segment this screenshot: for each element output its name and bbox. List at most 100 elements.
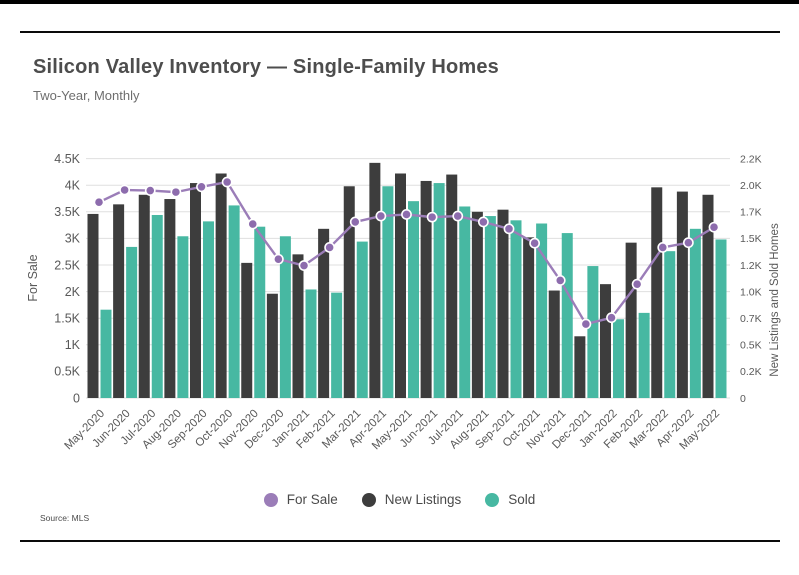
line-marker bbox=[349, 216, 361, 228]
bar bbox=[433, 183, 445, 398]
line-marker bbox=[657, 242, 669, 253]
top-black-bar bbox=[0, 0, 799, 4]
legend-label: New Listings bbox=[384, 492, 462, 507]
bar bbox=[356, 241, 368, 398]
line-marker bbox=[324, 242, 336, 253]
bar bbox=[395, 173, 406, 398]
svg-text:0: 0 bbox=[73, 391, 80, 405]
svg-text:2K: 2K bbox=[65, 285, 81, 299]
line-marker bbox=[682, 237, 694, 249]
bar bbox=[548, 290, 560, 398]
bar bbox=[574, 336, 586, 398]
bar bbox=[100, 309, 112, 398]
svg-text:1K: 1K bbox=[65, 338, 81, 352]
bar bbox=[266, 293, 278, 398]
bar bbox=[203, 221, 214, 398]
bar bbox=[331, 292, 343, 398]
line-marker bbox=[196, 181, 207, 193]
bar bbox=[446, 174, 458, 398]
bar bbox=[625, 242, 637, 398]
svg-text:0.5K: 0.5K bbox=[54, 365, 80, 379]
bars-sold bbox=[100, 183, 727, 398]
svg-text:2.5K: 2.5K bbox=[54, 258, 80, 272]
bar bbox=[87, 213, 99, 398]
line-marker bbox=[401, 209, 412, 220]
chart-legend: For Sale New Listings Sold bbox=[0, 492, 799, 507]
legend-item-sold: Sold bbox=[485, 492, 535, 507]
left-axis-tick-labels: 0 0.5K 1K 1.5K 2K 2.5K 3K 3.5K 4K 4.5K bbox=[54, 152, 80, 405]
svg-text:1.2K: 1.2K bbox=[740, 260, 762, 272]
svg-text:3K: 3K bbox=[65, 232, 81, 246]
bar bbox=[190, 183, 201, 398]
bar bbox=[215, 173, 227, 398]
chart-subtitle: Two-Year, Monthly bbox=[33, 88, 140, 103]
svg-text:0.2K: 0.2K bbox=[740, 366, 762, 378]
line-marker bbox=[298, 260, 310, 271]
svg-text:1.7K: 1.7K bbox=[740, 207, 762, 219]
svg-text:4K: 4K bbox=[65, 179, 81, 193]
line-marker bbox=[477, 216, 489, 228]
svg-text:1.5K: 1.5K bbox=[54, 312, 80, 326]
line-marker bbox=[375, 210, 387, 222]
bar bbox=[651, 187, 663, 398]
line-marker bbox=[119, 184, 131, 196]
legend-item-for-sale: For Sale bbox=[263, 492, 338, 507]
bar bbox=[254, 226, 266, 398]
svg-text:1.0K: 1.0K bbox=[740, 286, 762, 298]
svg-text:4.5K: 4.5K bbox=[54, 152, 80, 166]
bar bbox=[305, 289, 317, 398]
chart-title: Silicon Valley Inventory — Single-Family… bbox=[33, 56, 500, 78]
bar bbox=[459, 206, 471, 398]
line-marker bbox=[452, 210, 464, 222]
new-listings-dot-icon bbox=[361, 492, 376, 507]
bar bbox=[613, 319, 624, 398]
line-marker bbox=[529, 237, 541, 249]
bar bbox=[382, 186, 394, 398]
bars-new-listings bbox=[87, 162, 714, 398]
chart-plot-area: 0 0.5K 1K 1.5K 2K 2.5K 3K 3.5K 4K 4.5K 0 0.2K 0.5K 0.… bbox=[0, 130, 799, 480]
svg-text:3.5K: 3.5K bbox=[54, 205, 80, 219]
line-marker bbox=[580, 318, 592, 330]
bar bbox=[113, 204, 125, 398]
bar bbox=[343, 186, 355, 398]
svg-text:0.5K: 0.5K bbox=[740, 340, 762, 352]
x-axis-labels: May-2020Jun-2020Jul-2020Aug-2020Sep-2020… bbox=[62, 408, 722, 453]
svg-text:0: 0 bbox=[740, 393, 746, 405]
bar bbox=[279, 236, 291, 398]
line-marker bbox=[221, 176, 233, 188]
bar bbox=[587, 266, 599, 398]
source-note: Source: MLS bbox=[40, 513, 90, 523]
bar bbox=[164, 199, 176, 398]
svg-text:2.0K: 2.0K bbox=[740, 180, 762, 192]
line-marker bbox=[247, 218, 259, 230]
bar bbox=[536, 223, 548, 398]
bar bbox=[318, 228, 330, 398]
bar bbox=[676, 191, 688, 398]
line-marker bbox=[426, 211, 438, 223]
inventory-combo-chart: 0 0.5K 1K 1.5K 2K 2.5K 3K 3.5K 4K 4.5K 0 0.2K 0.5K 0.… bbox=[26, 152, 781, 453]
legend-label: Sold bbox=[508, 492, 536, 507]
line-marker bbox=[272, 253, 284, 265]
header-divider-line bbox=[20, 31, 780, 33]
bar bbox=[702, 194, 714, 398]
bar bbox=[510, 220, 522, 398]
bar bbox=[177, 236, 189, 398]
line-marker bbox=[503, 223, 515, 235]
line-marker bbox=[606, 312, 617, 324]
line-marker bbox=[554, 275, 566, 286]
bar bbox=[369, 162, 381, 398]
bar bbox=[664, 251, 676, 398]
svg-text:2.2K: 2.2K bbox=[740, 153, 762, 165]
bar bbox=[292, 254, 304, 398]
right-axis-title: New Listings and Sold Homes bbox=[769, 223, 781, 377]
bar bbox=[408, 201, 419, 398]
left-axis-title: For Sale bbox=[26, 254, 40, 301]
bar bbox=[497, 209, 509, 398]
bar bbox=[228, 205, 240, 398]
line-marker bbox=[708, 221, 720, 233]
for-sale-dot-icon bbox=[263, 492, 278, 507]
line-marker bbox=[93, 196, 105, 208]
legend-item-new-listings: New Listings bbox=[361, 492, 462, 507]
bar bbox=[638, 312, 650, 398]
bar bbox=[420, 180, 432, 398]
